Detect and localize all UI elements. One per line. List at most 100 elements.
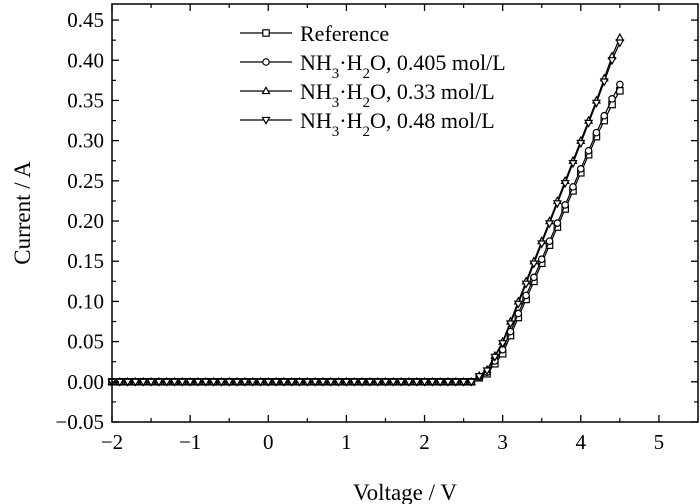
triangle-down-marker	[443, 378, 453, 387]
x-tick-label: 0	[263, 430, 274, 454]
circle-marker	[553, 219, 562, 227]
triangle-down-marker	[261, 116, 271, 125]
triangle-down-marker	[521, 280, 531, 289]
triangle-down-marker	[123, 378, 133, 387]
circle-marker	[530, 273, 538, 282]
y-tick-label: 0.10	[67, 289, 104, 313]
circle-marker	[537, 255, 546, 264]
triangle-down-marker	[130, 378, 140, 387]
axis-ticks	[111, 4, 698, 423]
triangle-down-marker	[498, 340, 508, 349]
triangle-down-marker	[482, 367, 492, 376]
circle-marker	[262, 58, 270, 66]
triangle-down-marker	[185, 378, 195, 387]
triangle-down-marker	[380, 378, 391, 387]
triangle-down-marker	[474, 373, 484, 382]
y-tick-label: 0.45	[67, 8, 104, 32]
triangle-up-marker	[615, 32, 625, 41]
triangle-down-marker	[591, 99, 601, 108]
triangle-down-marker	[201, 378, 211, 387]
circle-marker	[561, 201, 569, 209]
triangle-down-marker	[435, 378, 445, 387]
triangle-down-marker	[490, 353, 500, 362]
triangle-down-marker	[576, 139, 586, 148]
circle-marker	[616, 80, 624, 89]
circle-marker	[608, 95, 616, 103]
triangle-down-marker	[287, 378, 297, 387]
x-tick-label: 5	[654, 430, 665, 454]
legend-label: NH3·H2O, 0.405 mol/L	[300, 50, 506, 82]
triangle-down-marker	[240, 378, 250, 387]
triangle-down-marker	[232, 378, 242, 387]
circle-marker	[592, 128, 601, 137]
circle-marker	[569, 183, 577, 191]
y-tick-label: 0.35	[67, 88, 104, 112]
tick-labels: −2 −1 0 1 2 3 4 5 −0.05 0.00 0.05 0.10 0.15 0.20 0.25 0…	[55, 8, 664, 454]
triangle-down-marker	[216, 378, 226, 387]
y-tick-label: 0.30	[67, 129, 104, 153]
triangle-down-marker	[326, 378, 336, 387]
x-tick-label: −2	[101, 430, 123, 454]
triangle-down-marker	[388, 378, 398, 387]
triangle-down-marker	[169, 378, 180, 387]
triangle-down-marker	[310, 378, 320, 387]
triangle-down-marker	[615, 39, 625, 48]
triangle-down-marker	[396, 378, 406, 387]
triangle-down-marker	[357, 378, 367, 387]
triangle-down-marker	[419, 378, 430, 387]
triangle-down-marker	[302, 378, 312, 387]
series-group	[107, 32, 625, 387]
triangle-down-marker	[318, 378, 328, 387]
triangle-down-marker	[365, 378, 375, 387]
triangle-down-marker	[271, 378, 281, 387]
triangle-down-marker	[146, 378, 156, 387]
triangle-down-marker	[224, 378, 234, 387]
y-tick-label: −0.05	[55, 410, 104, 434]
series-line	[112, 42, 621, 383]
triangle-down-marker	[584, 119, 594, 128]
triangle-down-marker	[255, 378, 266, 387]
triangle-down-marker	[248, 378, 258, 387]
legend-entry: NH3·H2O, 0.48 mol/L	[240, 108, 495, 140]
legend-label: Reference	[300, 21, 389, 46]
x-tick-label: −1	[179, 430, 201, 454]
circle-marker	[522, 291, 530, 300]
triangle-down-marker	[279, 378, 289, 387]
series-line	[112, 37, 621, 383]
y-tick-label: 0.05	[67, 330, 104, 354]
triangle-down-marker	[154, 378, 164, 387]
triangle-down-marker	[263, 378, 273, 387]
triangle-down-marker	[209, 378, 219, 387]
y-tick-label: 0.25	[67, 169, 104, 193]
triangle-down-marker	[552, 200, 562, 209]
series-3	[107, 32, 625, 385]
triangle-down-marker	[341, 378, 351, 387]
triangle-up-marker	[261, 86, 271, 95]
triangle-down-marker	[513, 300, 523, 309]
triangle-down-marker	[607, 57, 617, 66]
triangle-down-marker	[459, 378, 469, 387]
legend-entry: Reference	[240, 21, 389, 46]
triangle-down-marker	[599, 78, 609, 87]
triangle-down-marker	[466, 378, 476, 387]
legend-label: NH3·H2O, 0.33 mol/L	[300, 79, 495, 111]
triangle-down-marker	[162, 378, 172, 387]
triangle-down-marker	[505, 320, 516, 329]
circle-marker	[545, 237, 554, 245]
circle-marker	[584, 146, 593, 155]
triangle-down-marker	[404, 378, 414, 387]
triangle-down-marker	[412, 378, 422, 387]
y-tick-label: 0.40	[67, 48, 104, 72]
triangle-down-marker	[177, 378, 187, 387]
triangle-down-marker	[529, 260, 539, 269]
y-tick-label: 0.20	[67, 209, 104, 233]
y-tick-label: 0.15	[67, 249, 104, 273]
triangle-down-marker	[451, 378, 461, 387]
plot-frame	[111, 3, 699, 423]
x-tick-label: 2	[419, 430, 430, 454]
x-tick-label: 3	[497, 430, 508, 454]
triangle-down-marker	[294, 378, 305, 387]
triangle-down-marker	[544, 220, 555, 229]
